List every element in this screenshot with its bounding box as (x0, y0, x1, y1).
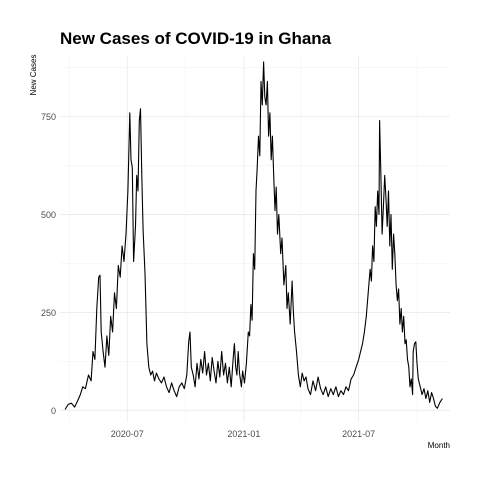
y-axis-ticks: 0 250 500 750 (41, 112, 56, 416)
y-tick-label: 250 (41, 308, 56, 318)
x-tick-label: 2021-07 (342, 429, 375, 439)
series-group (64, 61, 443, 410)
grid (60, 56, 450, 422)
y-tick-label: 750 (41, 112, 56, 122)
x-tick-label: 2020-07 (111, 429, 144, 439)
series-line (64, 61, 443, 410)
x-axis-ticks: 2020-07 2021-01 2021-07 (111, 429, 375, 439)
y-axis-label: New Cases (29, 55, 38, 96)
y-tick-label: 0 (51, 406, 56, 416)
x-axis-label: Month (428, 441, 450, 450)
x-tick-label: 2021-01 (227, 429, 260, 439)
chart-title: New Cases of COVID-19 in Ghana (60, 29, 332, 48)
y-tick-label: 500 (41, 210, 56, 220)
